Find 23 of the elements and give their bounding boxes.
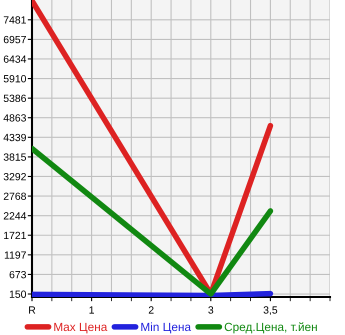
y-tick-label: 2768 xyxy=(4,192,26,200)
y-tick-label: 1721 xyxy=(4,232,26,240)
y-tick-label: 1197 xyxy=(4,251,26,259)
y-tick-label: 4339 xyxy=(4,134,26,142)
x-tick-label: 1 xyxy=(90,306,94,314)
x-tick-label: 2 xyxy=(148,306,154,314)
legend-label: Сред.Цена, т.йен xyxy=(224,322,317,334)
y-tick-label: 3292 xyxy=(4,172,26,180)
x-tick-label: 3,5 xyxy=(264,306,278,315)
y-tick-label: 673 xyxy=(10,270,26,278)
y-tick-label: 6434 xyxy=(4,55,26,63)
y-tick-label: 3815 xyxy=(4,153,26,161)
y-tick-label: 2244 xyxy=(4,212,26,220)
x-tick-label: R xyxy=(29,306,36,314)
y-tick-label: 150 xyxy=(10,290,26,298)
x-tick-label: 3 xyxy=(208,306,214,314)
legend-label: Min Цена xyxy=(141,322,192,334)
y-tick-label: 5386 xyxy=(4,94,26,102)
y-tick-label: 4863 xyxy=(4,114,26,122)
y-tick-label: 6957 xyxy=(4,36,26,44)
y-tick-label: 7481 xyxy=(4,16,26,24)
y-tick-label: 5910 xyxy=(4,75,26,82)
legend-label: Max Цена xyxy=(54,322,108,334)
